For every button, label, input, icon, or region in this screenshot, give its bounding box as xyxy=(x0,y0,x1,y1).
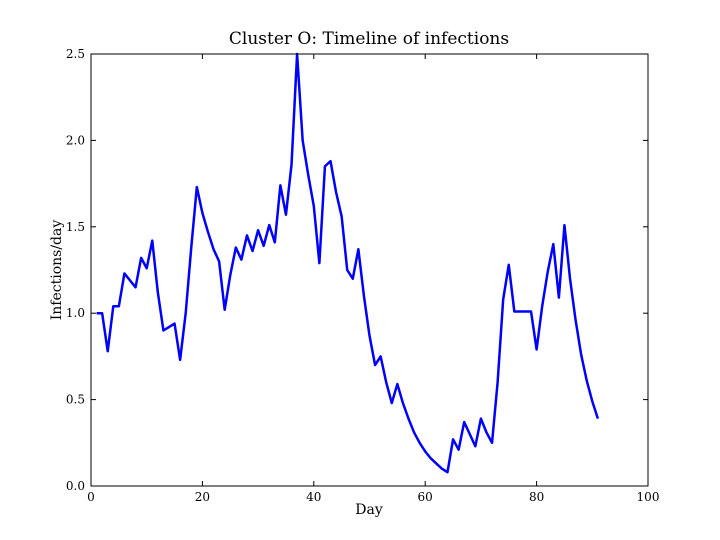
y-tick-label: 0.5 xyxy=(66,393,85,407)
x-tick-label: 60 xyxy=(418,490,433,504)
chart-title: Cluster O: Timeline of infections xyxy=(229,29,509,49)
x-axis-label: Day xyxy=(355,502,383,518)
y-tick-label: 1.5 xyxy=(66,220,85,234)
x-tick-label: 20 xyxy=(195,490,210,504)
x-tick-label: 80 xyxy=(529,490,544,504)
y-tick-label: 1.0 xyxy=(66,306,85,320)
y-axis-label: Infections/day xyxy=(49,220,65,321)
x-tick-label: 0 xyxy=(87,490,95,504)
series-line-0 xyxy=(96,52,600,474)
y-tick-label: 2.5 xyxy=(66,47,85,61)
y-tick-label: 0.0 xyxy=(66,479,85,493)
plot-frame xyxy=(90,53,649,487)
x-tick-label: 40 xyxy=(306,490,321,504)
x-tick-label: 100 xyxy=(637,490,660,504)
y-tick-label: 2.0 xyxy=(66,133,85,147)
